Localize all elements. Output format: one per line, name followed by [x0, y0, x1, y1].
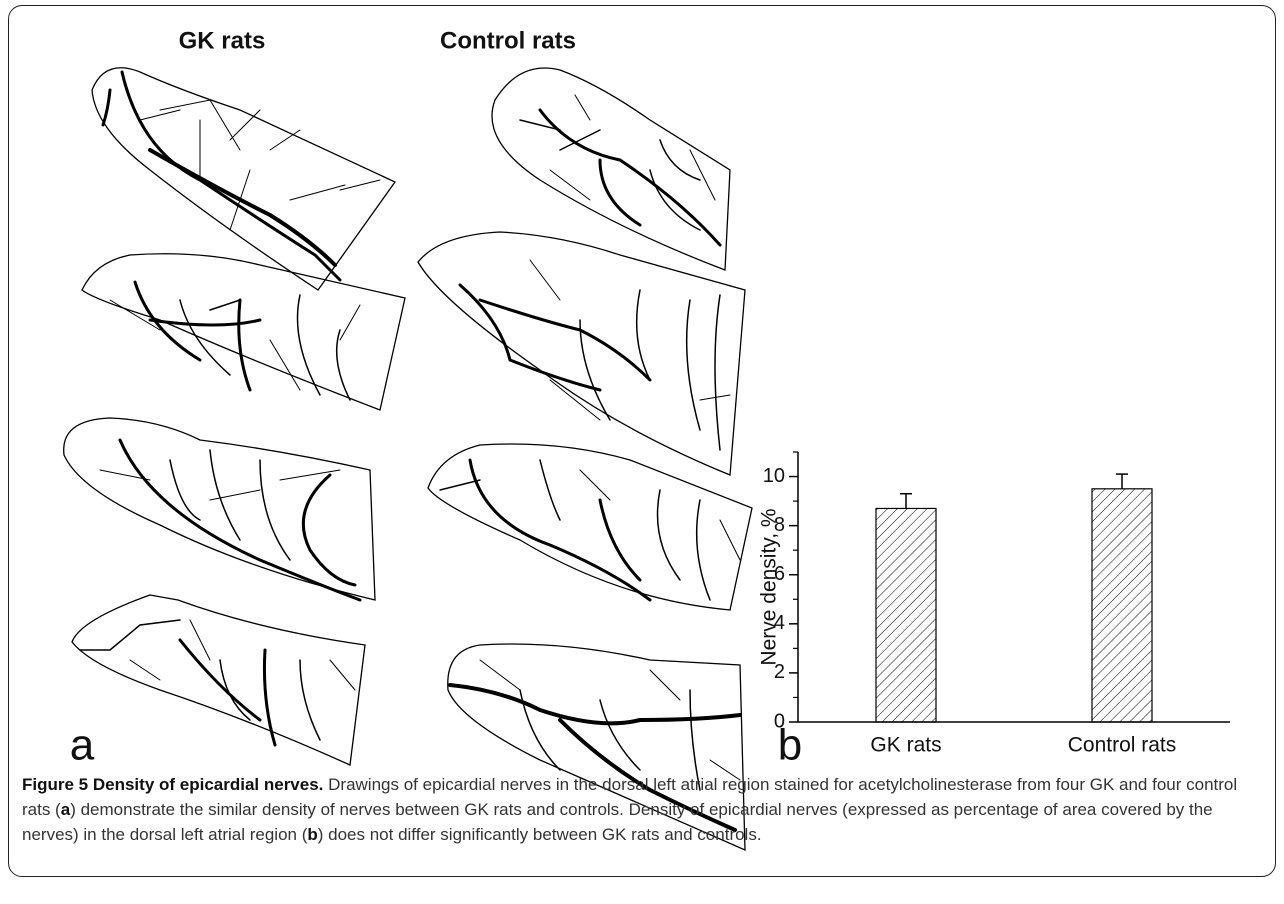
- nerve-drawing: [91, 67, 396, 291]
- nerve-drawing: [491, 67, 731, 271]
- nerve-drawing: [417, 231, 746, 476]
- y-tick-label: 6: [774, 563, 785, 585]
- nerve-drawing: [81, 253, 406, 411]
- y-axis-label: Nerve density, %: [758, 508, 781, 665]
- x-tick-label: Control rats: [1068, 734, 1177, 757]
- panel-label: a: [70, 721, 95, 770]
- caption-part: b: [307, 825, 318, 844]
- nerve-drawing: [71, 594, 366, 766]
- column-title: Control rats: [440, 27, 576, 54]
- column-title: GK rats: [179, 27, 266, 54]
- panel-label: b: [778, 721, 802, 770]
- caption-part: Drawings of epicardial nerves in the dor…: [22, 775, 1238, 819]
- nerve-drawing: [447, 643, 746, 852]
- y-tick-label: 0: [774, 710, 785, 732]
- caption: Figure 5 Density of epicardial nerves. D…: [22, 772, 1267, 847]
- x-tick-label: GK rats: [870, 734, 941, 757]
- y-tick-label: 8: [774, 514, 785, 536]
- y-tick-label: 4: [774, 612, 785, 634]
- bar: [1091, 488, 1153, 723]
- y-tick-label: 10: [763, 465, 785, 487]
- bar: [875, 507, 937, 723]
- caption-text: Drawings of epicardial nerves in the dor…: [22, 775, 1237, 844]
- figure-frame: [8, 5, 1276, 877]
- nerve-drawing: [63, 417, 376, 602]
- nerve-drawing: [427, 443, 753, 611]
- caption-label: Figure 5: [22, 775, 89, 794]
- caption-part: a: [60, 800, 71, 819]
- caption-title: Density of epicardial nerves.: [92, 775, 324, 794]
- caption-part: ) does not differ significantly between …: [317, 825, 762, 844]
- y-tick-label: 2: [774, 661, 785, 683]
- caption-part: ) demonstrate the similar density of ner…: [22, 800, 1213, 844]
